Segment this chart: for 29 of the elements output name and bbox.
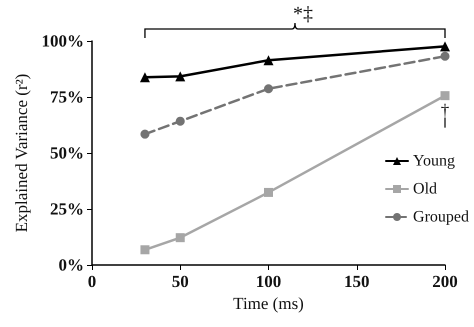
- point: [140, 130, 150, 139]
- y-tick-label: 25%: [50, 200, 84, 218]
- annotation: †: [440, 100, 450, 120]
- point: [140, 72, 150, 82]
- y-tick-label: 100%: [42, 32, 84, 50]
- legend-label: Young: [413, 152, 455, 170]
- y-tick-label: 50%: [50, 144, 84, 162]
- y-tick-label: 75%: [50, 88, 84, 106]
- x-axis-title: Time (ms): [233, 294, 304, 313]
- x-tick-label: 100: [256, 272, 282, 291]
- text: *‡: [292, 3, 313, 25]
- point: [175, 71, 186, 82]
- point: [264, 55, 274, 66]
- point: [264, 188, 273, 197]
- point: [264, 84, 273, 94]
- point: [140, 245, 150, 254]
- x-tick-label: 50: [172, 272, 189, 291]
- y-tick-label: 0%: [58, 256, 84, 274]
- point: [440, 91, 450, 100]
- point: [440, 52, 450, 61]
- x-tick-label: 0: [88, 272, 96, 291]
- x-tick-label: 150: [344, 272, 370, 291]
- legend-label: Grouped: [413, 208, 469, 226]
- x-tick-label: 200: [432, 272, 458, 291]
- y-axis-title: Explained Variance (r²): [12, 74, 31, 232]
- legend-label: Old: [413, 180, 438, 198]
- point: [176, 116, 185, 126]
- point: [440, 41, 450, 52]
- point: [176, 233, 185, 242]
